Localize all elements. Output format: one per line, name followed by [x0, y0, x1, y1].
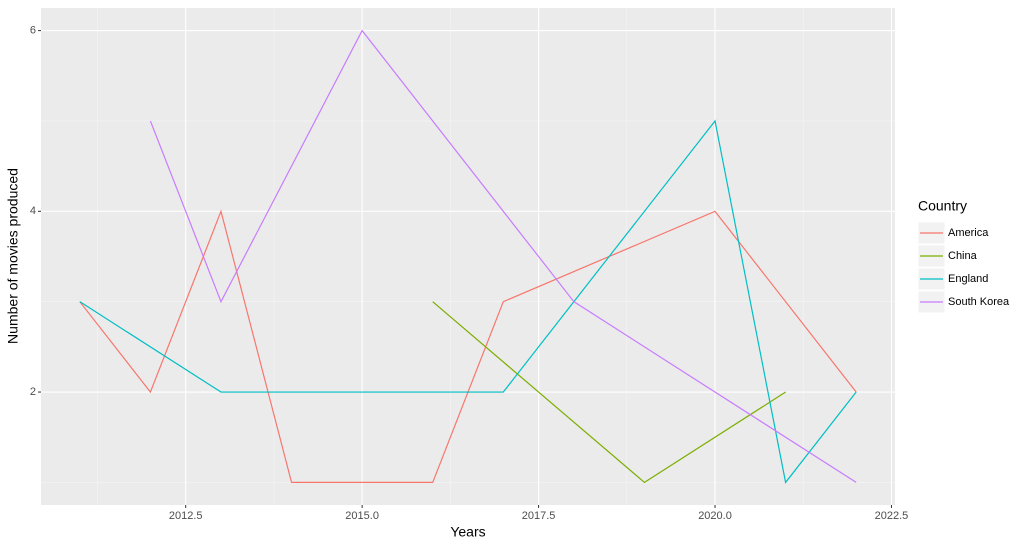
x-tick-label: 2017.5: [522, 510, 556, 522]
legend-title: Country: [918, 198, 967, 214]
legend-label: South Korea: [948, 296, 1010, 308]
x-tick-label: 2015.0: [345, 510, 379, 522]
series-line: [432, 301, 786, 484]
series-line: [79, 209, 857, 484]
legend-label: China: [948, 250, 978, 262]
y-axis-title: Number of movies produced: [5, 168, 21, 344]
x-tick-label: 2012.5: [169, 510, 203, 522]
y-tick-label: 2: [30, 386, 36, 398]
series-line: [149, 29, 857, 483]
plot-panel: [41, 8, 895, 505]
legend-label: England: [948, 273, 988, 285]
x-tick-label: 2020.0: [698, 510, 732, 522]
y-tick-label: 4: [30, 205, 36, 217]
series-line: [79, 119, 857, 484]
x-tick-label: 2022.5: [875, 510, 909, 522]
legend-label: America: [948, 227, 989, 239]
y-tick-label: 6: [30, 24, 36, 36]
x-axis-title: Years: [450, 524, 485, 540]
